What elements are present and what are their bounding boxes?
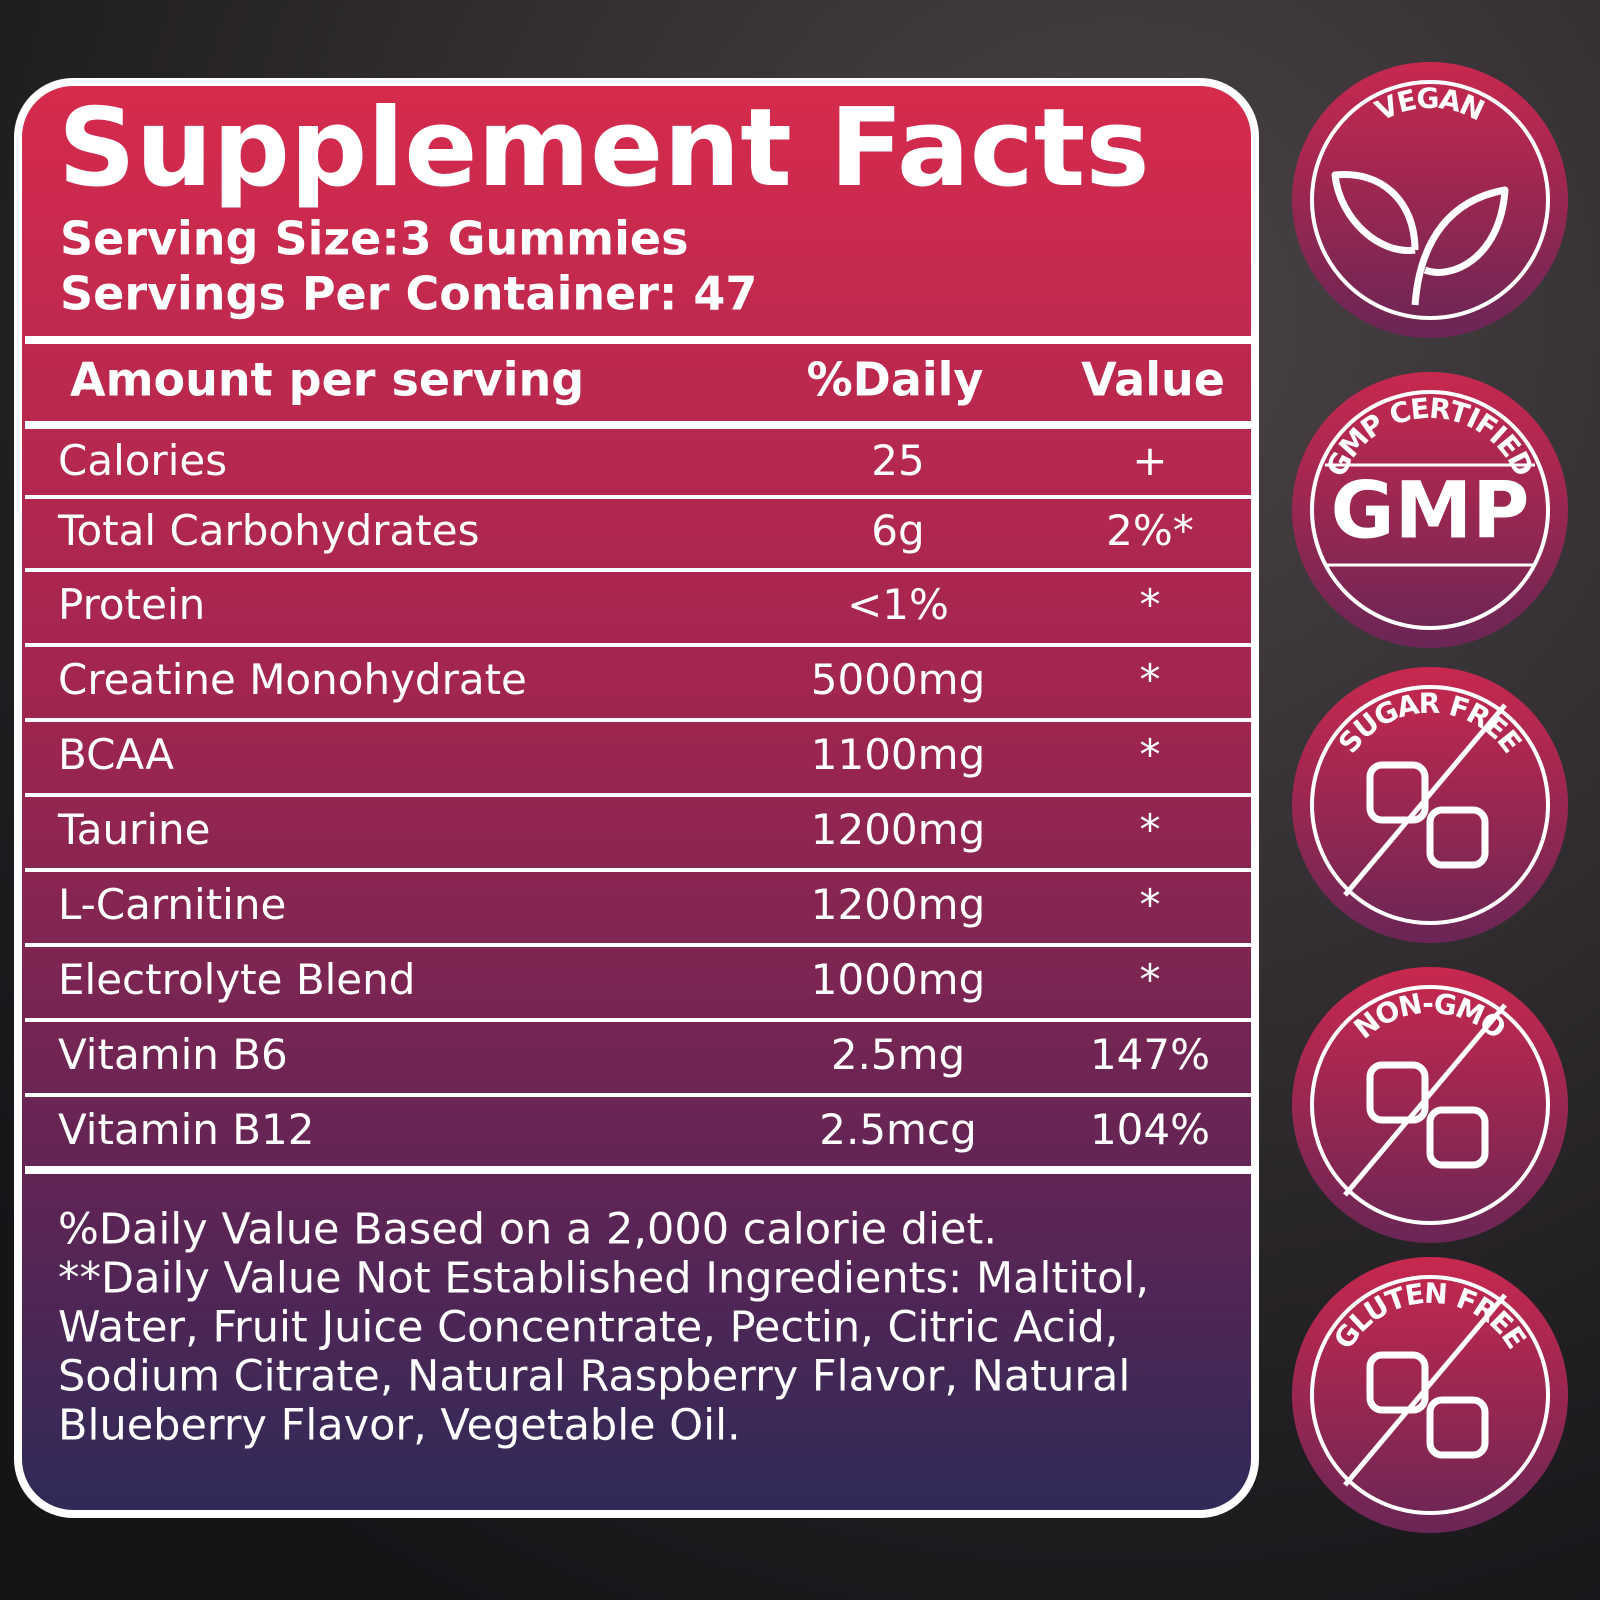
header-cell: Amount per serving xyxy=(70,353,584,407)
icon xyxy=(1366,1061,1429,1124)
amount: 1200mg xyxy=(811,880,985,929)
icon xyxy=(1426,806,1489,869)
nutrient-name: Electrolyte Blend xyxy=(58,955,415,1004)
serving-size: Serving Size:3 Gummies xyxy=(60,212,688,266)
footnote-line: **Daily Value Not Established Ingredient… xyxy=(58,1254,1149,1304)
amount: 1000mg xyxy=(811,955,985,1004)
strike xyxy=(1343,703,1507,897)
badge-ring xyxy=(1310,985,1550,1225)
daily-value: + xyxy=(1132,436,1167,485)
amount: 5000mg xyxy=(811,655,985,704)
strike xyxy=(1343,1003,1507,1197)
daily-value: * xyxy=(1140,730,1161,779)
badge-ring xyxy=(1310,390,1550,630)
nutrient-name: Calories xyxy=(58,436,227,485)
nutrient-name: BCAA xyxy=(58,730,174,779)
leaf-icon xyxy=(1331,170,1509,306)
amount: 1200mg xyxy=(811,805,985,854)
badge: GLUTEN FREE xyxy=(1292,1257,1568,1533)
nutrient-name: Vitamin B6 xyxy=(58,1030,288,1079)
nutrient-name: L-Carnitine xyxy=(58,880,286,929)
badge-ring xyxy=(1310,1275,1550,1515)
daily-value: * xyxy=(1140,580,1161,629)
badge-circle xyxy=(1292,62,1568,338)
strike xyxy=(1343,1293,1507,1487)
header-cell: %Daily xyxy=(807,353,984,407)
footnote-line: %Daily Value Based on a 2,000 calorie di… xyxy=(58,1205,997,1255)
icon xyxy=(1426,1396,1489,1459)
amount: 1100mg xyxy=(811,730,985,779)
footnote-line: Sodium Citrate, Natural Raspberry Flavor… xyxy=(58,1352,1130,1402)
badge: SUGAR FREE xyxy=(1292,667,1568,943)
icon xyxy=(1366,1351,1429,1414)
amount: 2.5mcg xyxy=(819,1105,976,1154)
badge: NON-GMO xyxy=(1292,967,1568,1243)
daily-value: * xyxy=(1140,880,1161,929)
footnote-line: Water, Fruit Juice Concentrate, Pectin, … xyxy=(58,1303,1118,1353)
daily-value: 147% xyxy=(1090,1030,1210,1079)
badge-circle xyxy=(1292,372,1568,648)
header-cell: Value xyxy=(1081,353,1225,407)
amount: 2.5mg xyxy=(831,1030,965,1079)
icon xyxy=(1426,1106,1489,1169)
nutrient-name: Protein xyxy=(58,580,205,629)
badge: VEGAN xyxy=(1292,62,1568,338)
footnote-line: Blueberry Flavor, Vegetable Oil. xyxy=(58,1401,741,1451)
badge-center: GMP xyxy=(1331,466,1530,556)
icon xyxy=(1366,761,1429,824)
amount: 6g xyxy=(871,506,924,555)
daily-value: 104% xyxy=(1090,1105,1210,1154)
title: Supplement Facts xyxy=(58,86,1150,211)
daily-value: 2%* xyxy=(1106,506,1194,555)
nutrient-name: Taurine xyxy=(57,805,210,854)
servings-per-container: Servings Per Container: 47 xyxy=(60,267,757,321)
amount: 25 xyxy=(871,436,924,485)
facts-panel xyxy=(14,78,1259,1518)
amount: <1% xyxy=(847,580,949,629)
badge-ring xyxy=(1310,685,1550,925)
nutrient-name: Total Carbohydrates xyxy=(57,506,479,555)
nutrient-name: Vitamin B12 xyxy=(58,1105,315,1154)
nutrient-name: Creatine Monohydrate xyxy=(58,655,527,704)
badge-ring xyxy=(1310,80,1550,320)
daily-value: * xyxy=(1140,655,1161,704)
daily-value: * xyxy=(1140,955,1161,1004)
daily-value: * xyxy=(1140,805,1161,854)
